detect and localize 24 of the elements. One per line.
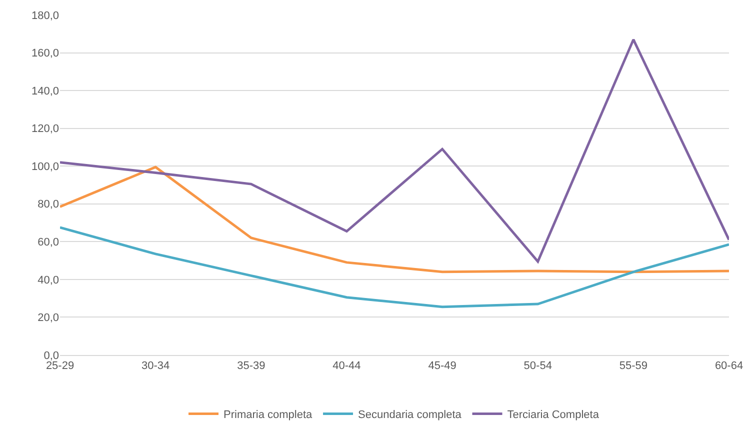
x-tick-label: 30-34 bbox=[142, 360, 170, 372]
x-tick-label: 40-44 bbox=[332, 360, 361, 372]
x-tick-label: 35-39 bbox=[237, 360, 266, 372]
line-series bbox=[60, 226, 729, 308]
x-tick-label: 50-54 bbox=[524, 360, 552, 372]
y-tick-label: 120,0 bbox=[31, 123, 59, 136]
legend-label: Secundaria completa bbox=[358, 408, 462, 421]
line-series bbox=[60, 166, 729, 274]
y-tick-label: 180,0 bbox=[31, 10, 59, 22]
y-tick-label: 20,0 bbox=[38, 312, 59, 324]
y-tick-label: 160,0 bbox=[31, 48, 59, 60]
x-tick-label: 60-64 bbox=[714, 360, 744, 372]
x-tick-label: 55-59 bbox=[619, 360, 648, 372]
legend-label: Terciaria Completa bbox=[507, 408, 600, 421]
y-tick-label: 60,0 bbox=[38, 236, 59, 249]
x-tick-label: 25-29 bbox=[46, 360, 74, 372]
line-series bbox=[60, 38, 729, 263]
y-tick-label: 100,0 bbox=[31, 160, 59, 173]
legend-label: Primaria completa bbox=[224, 408, 314, 421]
y-tick-label: 140,0 bbox=[31, 85, 59, 98]
y-tick-label: 40,0 bbox=[38, 274, 59, 286]
y-tick-label: 80,0 bbox=[38, 198, 59, 211]
x-tick-label: 45-49 bbox=[428, 360, 456, 372]
y-tick-label: 0,0 bbox=[44, 350, 59, 362]
